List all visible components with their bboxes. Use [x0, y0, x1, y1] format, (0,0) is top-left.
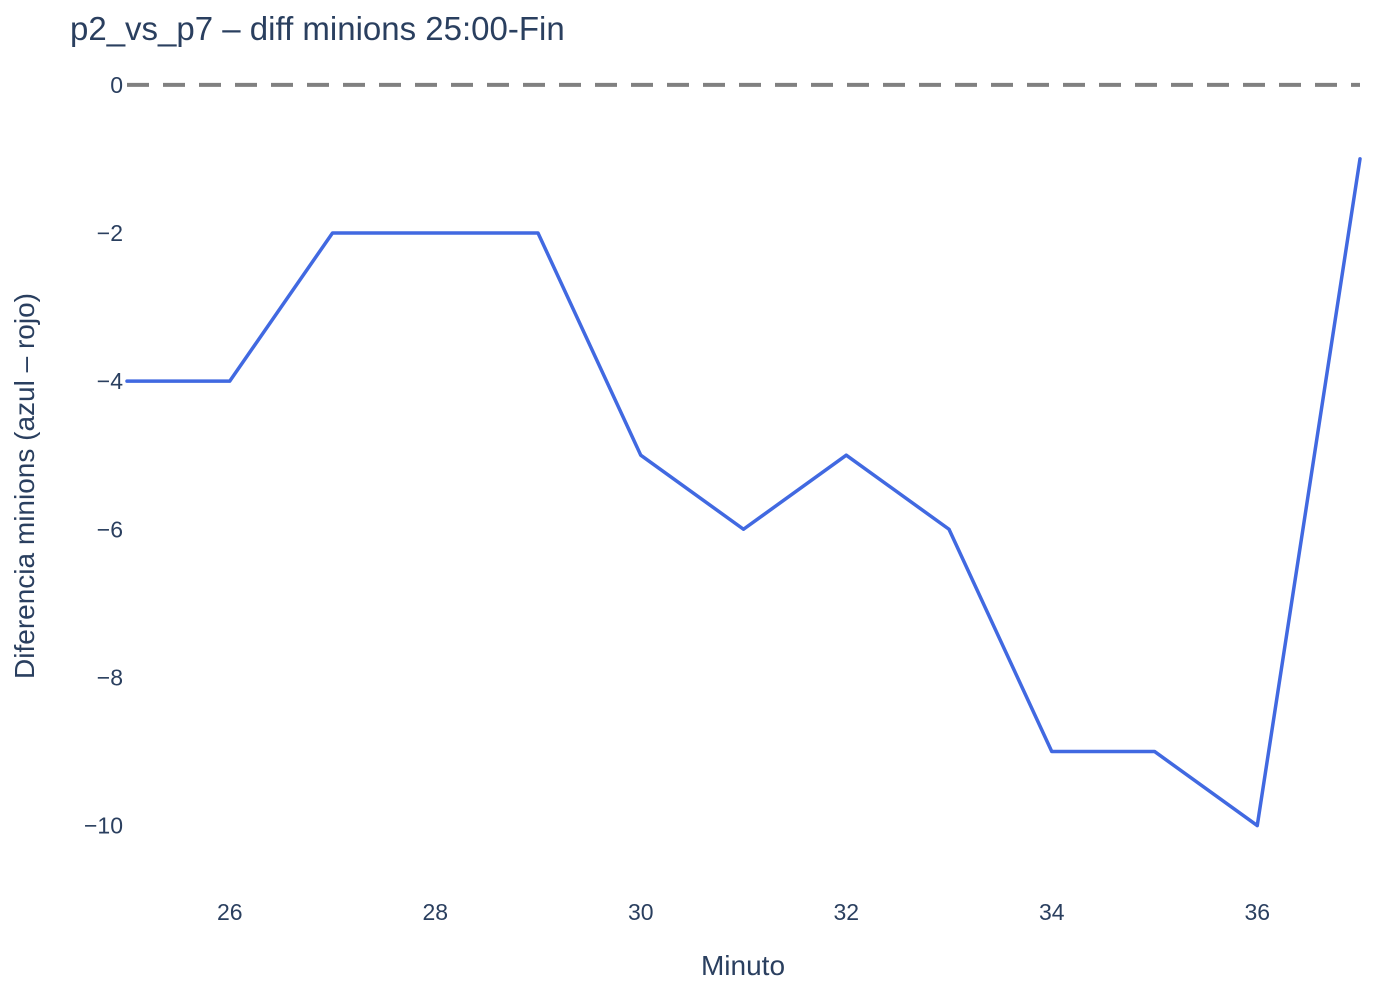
x-axis-title: Minuto	[701, 950, 785, 981]
x-tick-label-36: 36	[1244, 899, 1270, 925]
data-point-0-10	[1153, 749, 1156, 753]
y-tick-label-0: 0	[110, 72, 123, 98]
y-tick-label-minus-8: −8	[97, 664, 123, 690]
chart-title: p2_vs_p7 – diff minions 25:00-Fin	[70, 10, 565, 47]
data-point-0-0	[125, 379, 129, 383]
y-axis-title: Diferencia minions (azul – rojo)	[9, 293, 40, 679]
x-tick-label-28: 28	[422, 899, 448, 925]
series-line-0	[125, 157, 1362, 828]
y-axis-ticks: 0 −2 −4 −6 −8 −10	[84, 72, 123, 839]
data-point-0-8	[947, 527, 951, 531]
y-tick-label-minus-10: −10	[84, 813, 123, 839]
x-tick-label-32: 32	[833, 899, 859, 925]
x-axis-ticks: 26 28 30 32 34 36	[217, 899, 1270, 925]
data-point-0-4	[536, 231, 540, 235]
data-point-0-11	[1255, 824, 1259, 828]
y-tick-label-minus-2: −2	[97, 220, 123, 246]
series-layer	[125, 157, 1362, 828]
data-point-0-3	[433, 231, 437, 235]
x-tick-label-30: 30	[628, 899, 654, 925]
x-tick-label-26: 26	[217, 899, 243, 925]
data-point-0-12	[1358, 157, 1362, 161]
data-point-0-6	[742, 527, 745, 531]
x-tick-label-34: 34	[1039, 899, 1065, 925]
data-point-0-7	[844, 453, 848, 457]
data-point-0-2	[331, 231, 334, 235]
y-tick-label-minus-6: −6	[97, 516, 123, 542]
data-point-0-5	[639, 453, 643, 457]
data-point-0-1	[228, 379, 232, 383]
data-point-0-9	[1050, 749, 1054, 753]
y-tick-label-minus-4: −4	[97, 368, 123, 394]
